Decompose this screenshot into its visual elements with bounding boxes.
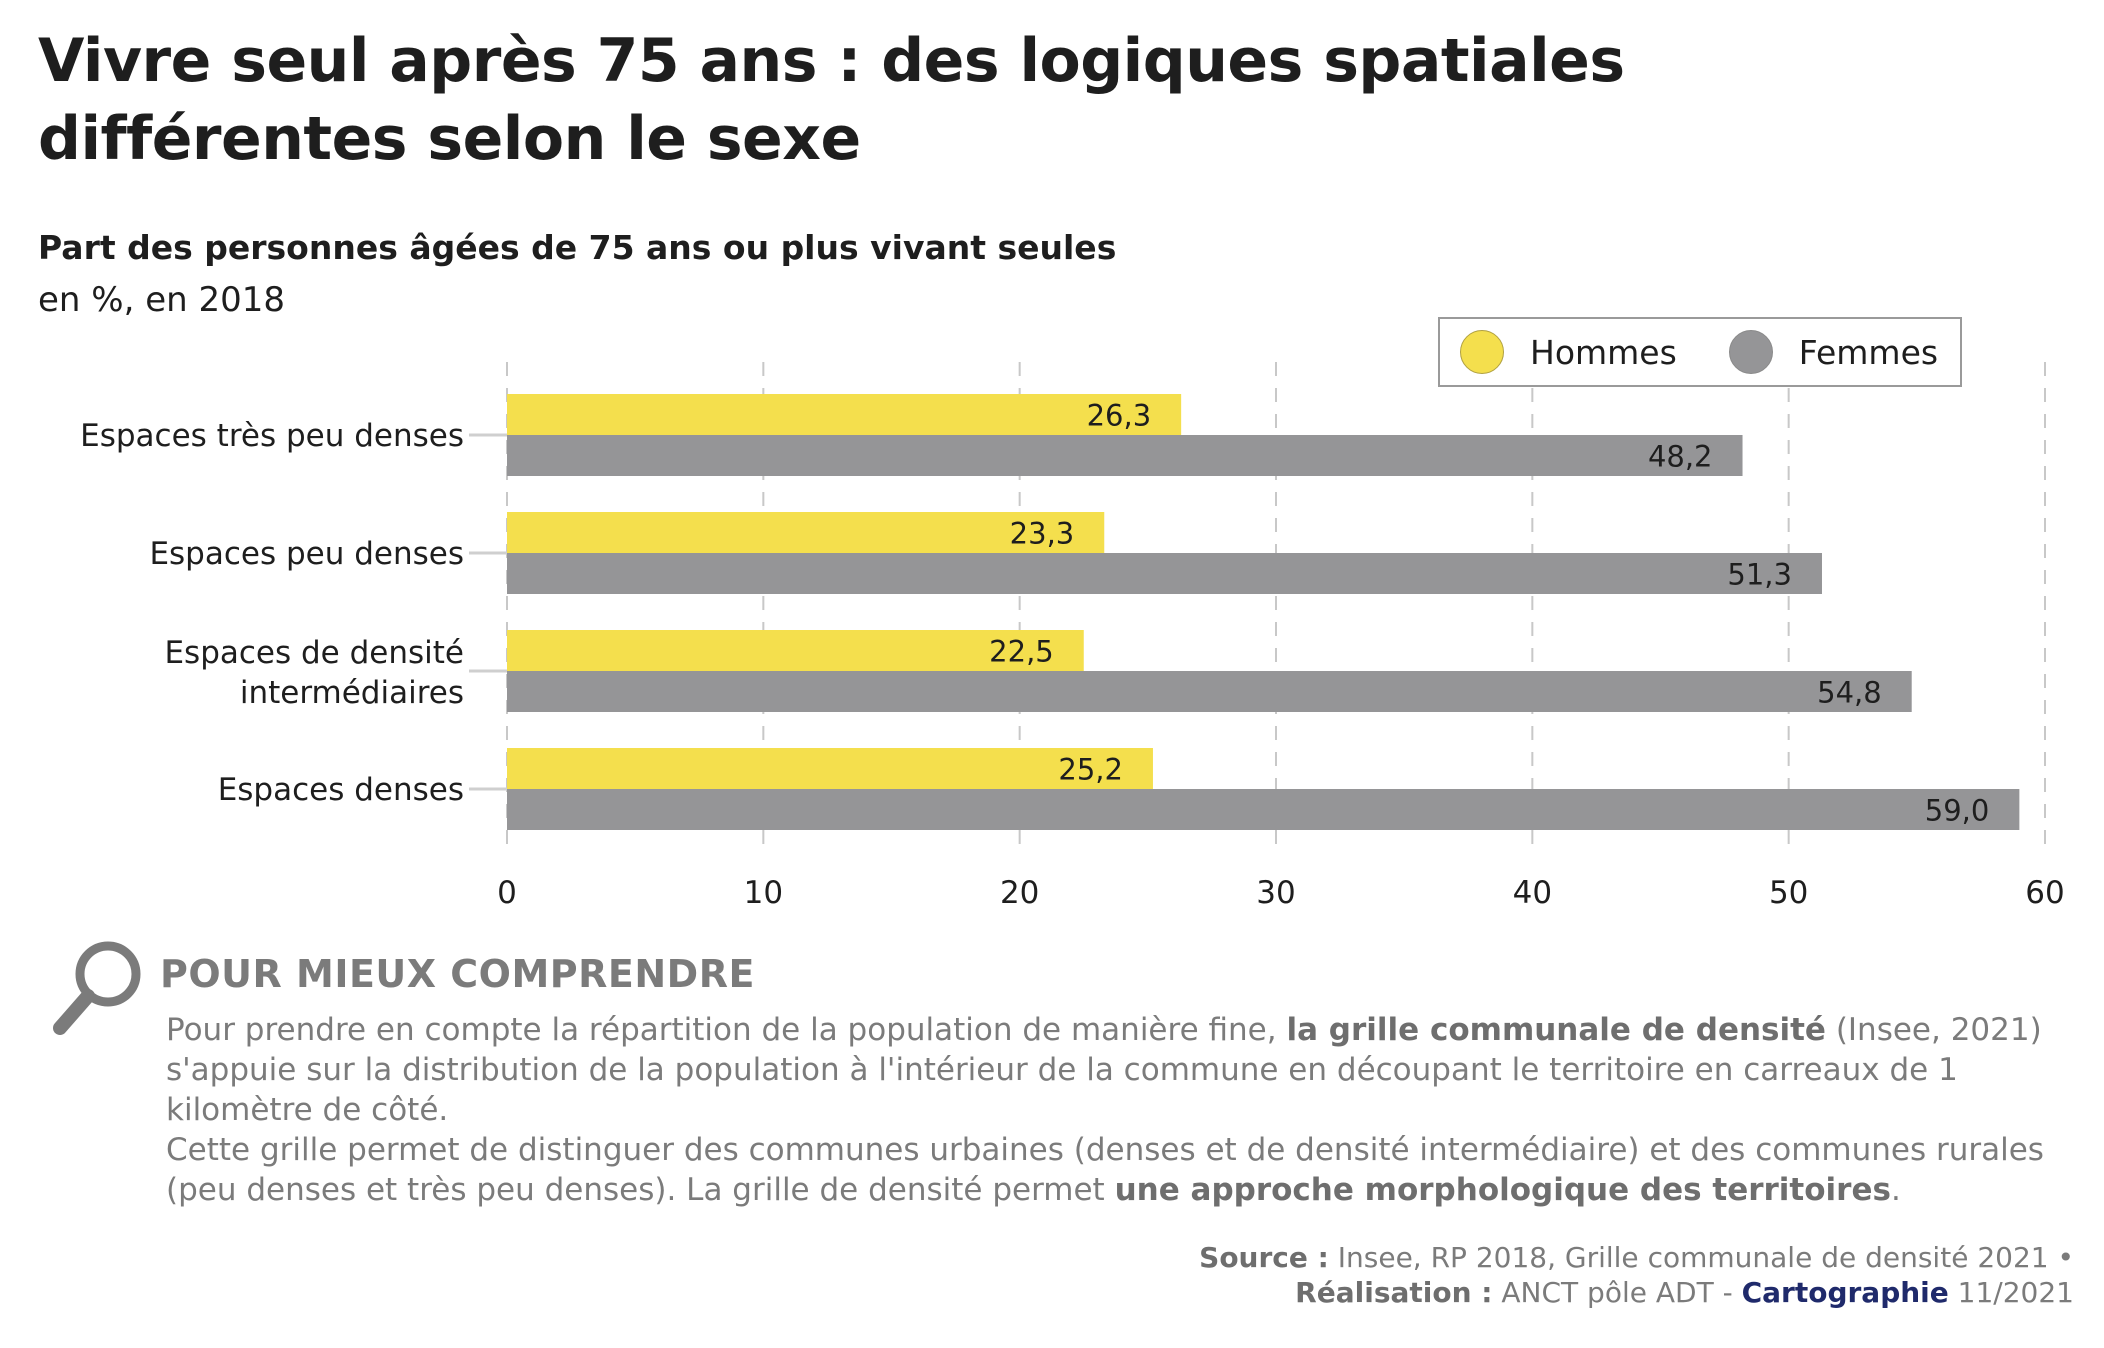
chart-unit: en %, en 2018 — [38, 280, 285, 320]
realisation-label: Réalisation : — [1295, 1276, 1493, 1309]
note-text: . — [1890, 1172, 1901, 1208]
legend-label-femmes: Femmes — [1798, 332, 1939, 372]
bar-femmes — [507, 789, 2020, 830]
x-tick-label: 10 — [744, 875, 783, 911]
bar-femmes — [507, 435, 1743, 476]
legend-label-hommes: Hommes — [1530, 332, 1677, 372]
page-title: Vivre seul après 75 ans : des logiques s… — [38, 22, 1738, 178]
note-paragraph-1: Pour prendre en compte la répartition de… — [166, 1010, 2066, 1130]
note-heading: POUR MIEUX COMPRENDRE — [160, 952, 755, 996]
x-tick-label: 0 — [497, 875, 517, 911]
bar-hommes — [507, 394, 1182, 435]
note-text: Pour prendre en compte la répartition de… — [166, 1012, 1287, 1048]
data-label: 26,3 — [1087, 399, 1152, 433]
data-label: 51,3 — [1727, 558, 1792, 592]
category-label: Espaces de densité — [164, 635, 464, 671]
title-line-1: Vivre seul après 75 ans : des logiques s… — [38, 26, 1625, 96]
chart-subtitle: Part des personnes âgées de 75 ans ou pl… — [38, 228, 1117, 267]
data-label: 59,0 — [1925, 794, 1990, 828]
note-text: (Insee, 2021) s'appuie sur la distributi… — [166, 1012, 2042, 1128]
cartographie-link[interactable]: Cartographie — [1741, 1276, 1949, 1309]
x-tick-label: 50 — [1769, 875, 1808, 911]
title-line-2: différentes selon le sexe — [38, 104, 861, 174]
x-tick-label: 30 — [1256, 875, 1295, 911]
category-label: Espaces denses — [218, 772, 464, 808]
data-label: 48,2 — [1648, 440, 1713, 474]
x-tick-label: 20 — [1000, 875, 1039, 911]
realisation-line: Réalisation : ANCT pôle ADT - Cartograph… — [1199, 1275, 2074, 1310]
bar-hommes — [507, 512, 1105, 553]
data-label: 23,3 — [1010, 517, 1075, 551]
source-line: Source : Insee, RP 2018, Grille communal… — [1199, 1240, 2074, 1275]
legend: Hommes Femmes — [1438, 317, 1962, 387]
note-emphasis: la grille communale de densité — [1286, 1012, 1826, 1048]
bar-hommes — [507, 630, 1084, 671]
note-paragraph: Pour prendre en compte la répartition de… — [166, 1010, 2066, 1210]
legend-swatch-femmes — [1728, 330, 1773, 374]
source-credits: Source : Insee, RP 2018, Grille communal… — [1199, 1240, 2074, 1310]
source-label: Source : — [1199, 1241, 1329, 1274]
bar-femmes — [507, 671, 1912, 712]
legend-swatch-hommes — [1460, 330, 1504, 374]
x-tick-label: 60 — [2025, 875, 2064, 911]
category-label: intermédiaires — [240, 675, 464, 711]
bar-chart: 0 10 20 30 40 50 60 Espaces très peu denses 26,3… — [80, 362, 2065, 911]
bar-femmes — [507, 553, 1822, 594]
realisation-date: 11/2021 — [1948, 1276, 2074, 1309]
data-label: 22,5 — [989, 635, 1054, 669]
note-paragraph-2: Cette grille permet de distinguer des co… — [166, 1130, 2066, 1210]
note-text: Cette grille permet de distinguer des co… — [166, 1132, 2044, 1208]
x-tick-label: 40 — [1513, 875, 1552, 911]
category-label: Espaces peu denses — [149, 536, 464, 572]
magnifier-icon — [53, 941, 141, 1035]
realisation-text: ANCT pôle ADT - — [1492, 1276, 1742, 1309]
data-label: 25,2 — [1058, 753, 1123, 787]
bar-hommes — [507, 748, 1153, 789]
source-text: Insee, RP 2018, Grille communale de dens… — [1328, 1241, 2074, 1274]
note-emphasis: une approche morphologique des territoir… — [1114, 1172, 1891, 1208]
category-label: Espaces très peu denses — [80, 418, 464, 454]
data-label: 54,8 — [1817, 676, 1882, 710]
